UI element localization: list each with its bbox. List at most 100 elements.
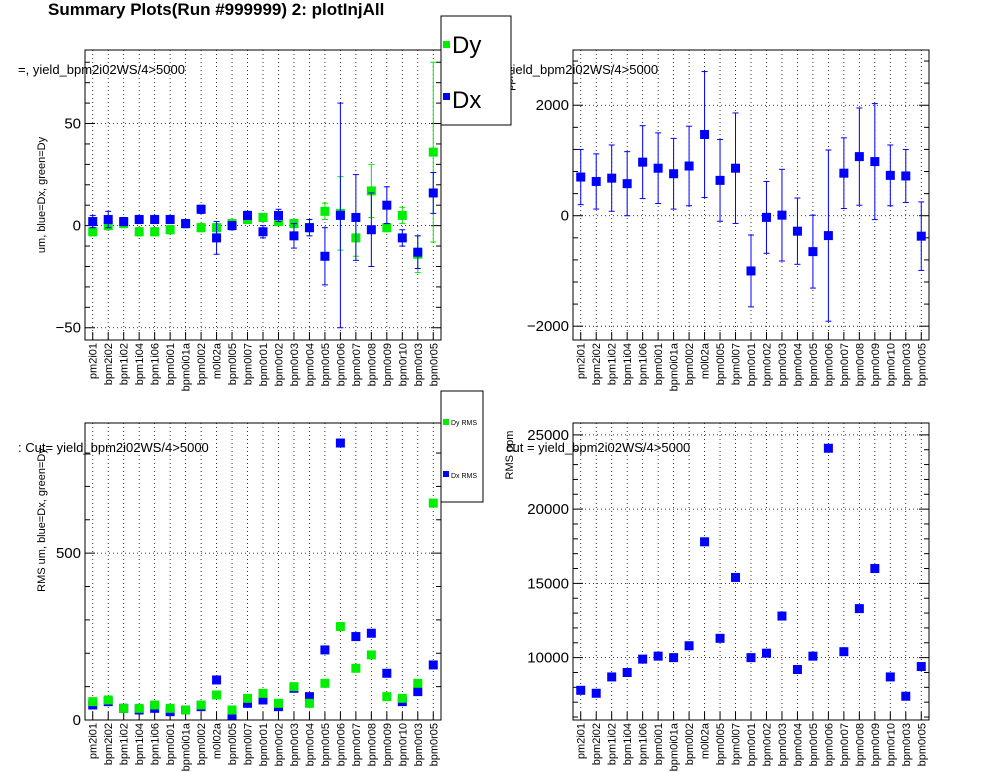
data-point-dx bbox=[885, 170, 895, 180]
y-tick-label: 25000 bbox=[527, 427, 569, 444]
data-point-dx bbox=[119, 217, 129, 227]
data-point-dx bbox=[854, 152, 864, 162]
legend-dy-dx: Dy Dx bbox=[440, 15, 512, 126]
y-axis-label: um, blue=Dx, green=Dy bbox=[36, 136, 48, 253]
x-category-label: bpm0l05 bbox=[227, 343, 239, 385]
x-category-label: m0l02a bbox=[700, 722, 712, 759]
data-point-dx bbox=[150, 215, 160, 225]
x-category-label: bpm0r06 bbox=[823, 343, 835, 386]
data-point-dx bbox=[591, 688, 601, 698]
data-point-dx bbox=[854, 604, 864, 614]
y-tick-label: −50 bbox=[56, 320, 81, 337]
x-category-label: bpm0r10 bbox=[397, 723, 409, 766]
data-point-dx bbox=[638, 157, 648, 167]
x-category-label: bpm0l07 bbox=[243, 723, 255, 765]
data-point-dy bbox=[428, 147, 438, 157]
data-point-dy bbox=[165, 703, 175, 713]
data-point-dx bbox=[669, 169, 679, 179]
legend-marker-dx bbox=[443, 93, 450, 100]
data-point-dx bbox=[823, 231, 833, 241]
data-point-dy bbox=[304, 698, 314, 708]
x-category-label: bpm0r04 bbox=[792, 343, 804, 386]
x-category-label: bpm1i04 bbox=[134, 723, 146, 765]
data-point-dx bbox=[792, 226, 802, 236]
x-category-label: bpm0r08 bbox=[366, 723, 378, 766]
data-point-dx bbox=[397, 233, 407, 243]
data-point-dx bbox=[351, 212, 361, 222]
y-tick-label: 2000 bbox=[536, 97, 569, 114]
data-point-dy bbox=[289, 682, 299, 692]
data-point-dx bbox=[273, 210, 283, 220]
x-category-label: pm2i01 bbox=[576, 723, 588, 759]
data-point-dy bbox=[243, 693, 253, 703]
data-point-dx bbox=[103, 215, 113, 225]
data-point-dx bbox=[320, 645, 330, 655]
data-point-dx bbox=[700, 130, 710, 140]
x-category-label: bpm0i01 bbox=[653, 723, 665, 765]
data-point-dy bbox=[413, 678, 423, 688]
data-point-dx bbox=[366, 628, 376, 638]
data-point-dx bbox=[413, 247, 423, 257]
x-category-label: pm2i01 bbox=[576, 343, 588, 379]
x-category-label: bpm1i02 bbox=[607, 723, 619, 765]
legend-rms: Dy RMS Dx RMS bbox=[440, 390, 484, 503]
x-category-label: bpm0r01 bbox=[746, 343, 758, 386]
x-category-label: bpm0r03 bbox=[777, 343, 789, 386]
data-point-dx bbox=[576, 172, 586, 182]
x-category-label: bpm0i01 bbox=[165, 723, 177, 765]
x-category-label: bpm0i01 bbox=[653, 343, 665, 385]
data-point-dx bbox=[289, 231, 299, 241]
x-category-label: bpm0l05 bbox=[715, 343, 727, 385]
x-category-label: bpm0r08 bbox=[854, 343, 866, 386]
data-point-dx bbox=[607, 672, 617, 682]
x-category-label: bpm0r05 bbox=[428, 723, 440, 766]
x-category-label: bpm0r05 bbox=[808, 723, 820, 766]
x-category-label: bpm0r03 bbox=[901, 723, 913, 766]
data-point-dx bbox=[351, 632, 361, 642]
data-point-dx bbox=[622, 667, 632, 677]
x-category-label: bpm0r08 bbox=[854, 723, 866, 766]
x-category-label: bpm0l07 bbox=[731, 723, 743, 765]
x-category-label: bpm0r03 bbox=[901, 343, 913, 386]
data-point-dy bbox=[103, 695, 113, 705]
x-category-label: bpm1i04 bbox=[622, 723, 634, 765]
x-category-label: bpm0i01a bbox=[669, 722, 681, 771]
x-category-label: bpm0l02 bbox=[196, 343, 208, 385]
data-point-dy bbox=[227, 705, 237, 715]
data-point-dy bbox=[150, 700, 160, 710]
x-category-label: bpm0r08 bbox=[366, 343, 378, 386]
data-point-dx bbox=[653, 163, 663, 173]
data-point-dx bbox=[715, 175, 725, 185]
plot-charge-rms: 10000 15000 20000 25000 pm2i01 bpm2i02 bpm1i02… bbox=[504, 422, 930, 771]
data-point-dx bbox=[335, 210, 345, 220]
data-point-dx bbox=[901, 171, 911, 181]
data-point-dx bbox=[870, 157, 880, 167]
data-point-dx bbox=[181, 219, 191, 229]
data-point-dx bbox=[607, 173, 617, 183]
data-point-dx bbox=[777, 210, 787, 220]
x-category-label: bpm0r06 bbox=[823, 723, 835, 766]
data-point-dx bbox=[777, 611, 787, 621]
data-point-dx bbox=[258, 695, 268, 705]
x-category-label: pm2i01 bbox=[88, 723, 100, 759]
data-point-dy bbox=[397, 693, 407, 703]
data-point-dx bbox=[684, 161, 694, 171]
data-point-dx bbox=[366, 225, 376, 235]
x-category-label: bpm0l07 bbox=[243, 343, 255, 385]
x-category-label: bpm0r06 bbox=[335, 723, 347, 766]
x-category-label: bpm0r02 bbox=[761, 723, 773, 766]
data-point-dx bbox=[428, 188, 438, 198]
data-point-dy bbox=[119, 703, 129, 713]
data-point-dx bbox=[870, 564, 880, 574]
legend-label-dy-rms: Dy RMS bbox=[451, 420, 477, 427]
data-point-dx bbox=[761, 648, 771, 658]
data-point-dy bbox=[88, 227, 98, 237]
data-point-dx bbox=[382, 668, 392, 678]
y-tick-label: 15000 bbox=[527, 575, 569, 592]
legend-marker-dy bbox=[443, 41, 450, 48]
data-point-dx bbox=[731, 163, 741, 173]
data-point-dy bbox=[134, 227, 144, 237]
page-title: Summary Plots(Run #999999) 2: plotInjAll bbox=[48, 0, 384, 19]
